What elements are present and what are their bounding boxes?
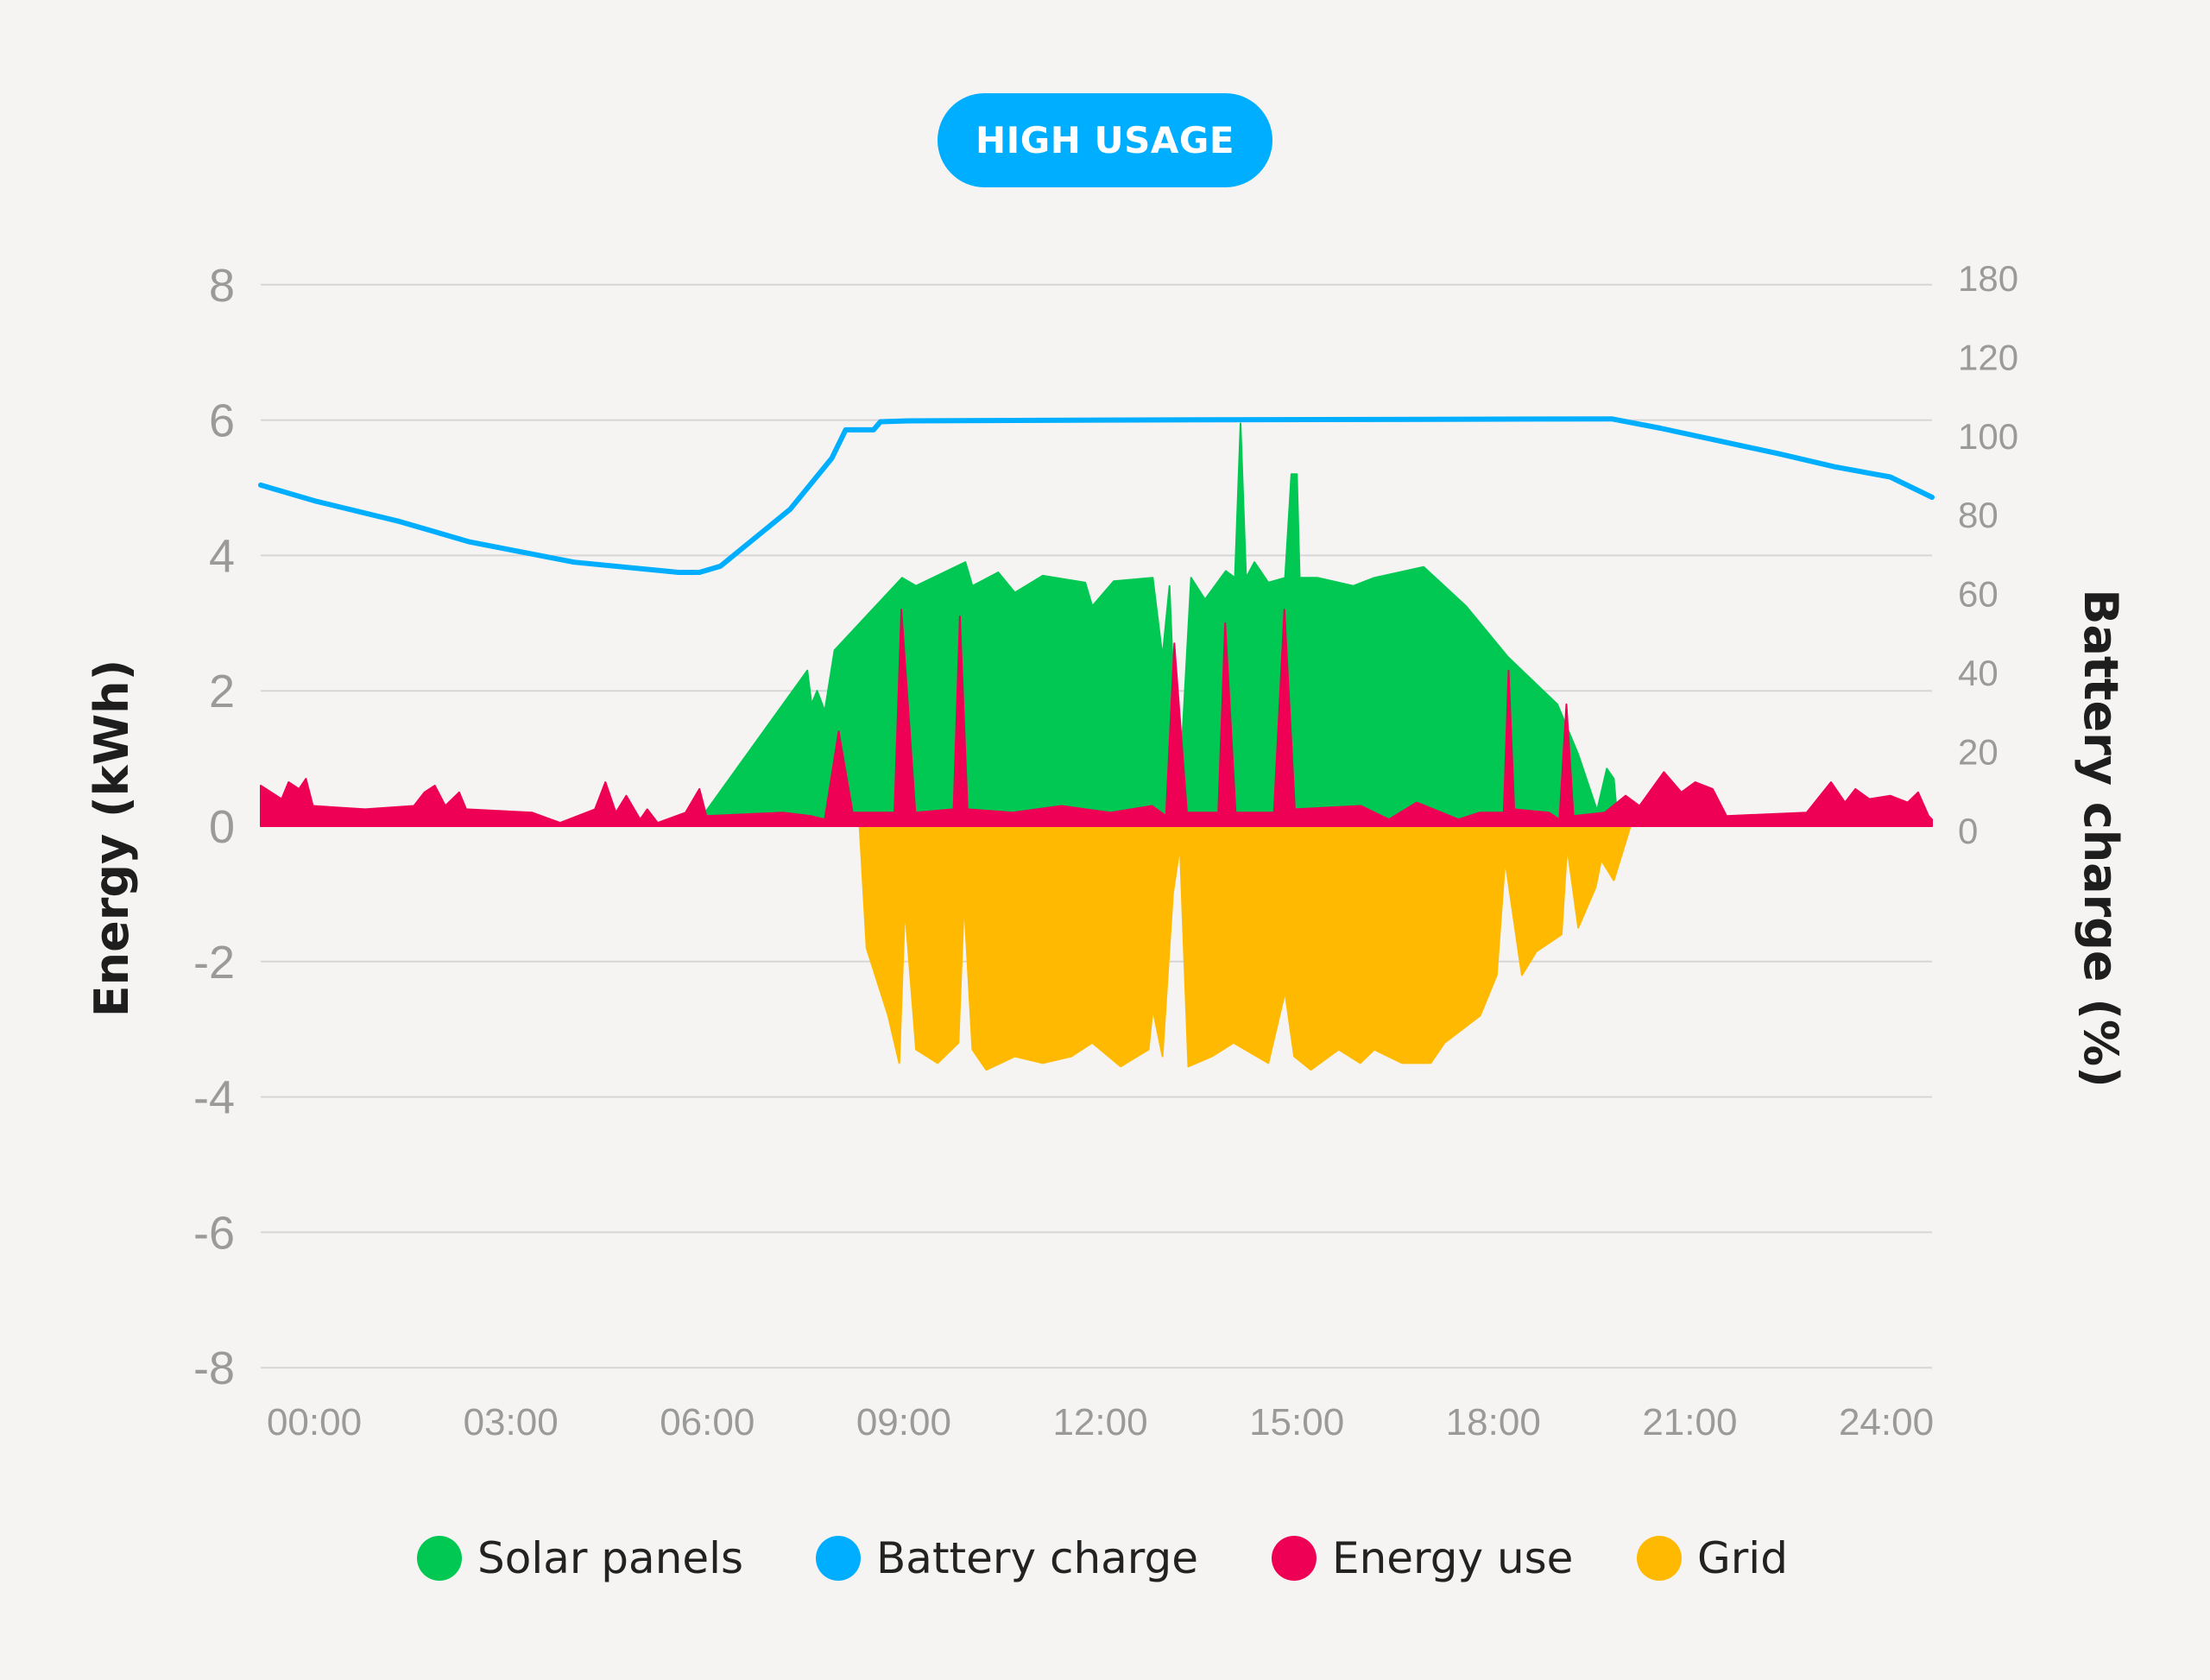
x-tick-label: 03:00 [464, 1401, 559, 1443]
solar-swatch [417, 1536, 462, 1581]
y-tick-label: -8 [193, 1342, 235, 1394]
y-tick-label: -2 [193, 937, 235, 988]
battery-charge-line [258, 416, 1935, 575]
energy-use-area [260, 609, 1933, 827]
y-tick-label: -4 [193, 1072, 235, 1124]
legend-item-grid: Grid [1637, 1528, 1788, 1588]
legend-item-solar: Solar panels [417, 1528, 743, 1588]
y-tick-label: 2 [209, 666, 235, 717]
x-tick-label: 21:00 [1642, 1401, 1737, 1443]
y-tick-label: 6 [209, 395, 235, 447]
y2-tick-label: 40 [1958, 653, 1998, 693]
legend: Solar panels Battery charge Energy use G… [0, 1528, 2210, 1588]
y-tick-label: -6 [193, 1207, 235, 1259]
x-tick-label: 06:00 [660, 1401, 755, 1443]
y2-tick-label: 120 [1958, 337, 2018, 377]
y-axis-title: Energy (kWh) [85, 660, 139, 1018]
x-tick-label: 24:00 [1839, 1401, 1934, 1443]
energy-use-swatch [1272, 1536, 1317, 1581]
y2-tick-label: 0 [1958, 811, 1978, 851]
x-tick-label: 15:00 [1249, 1401, 1344, 1443]
y2-tick-label: 100 [1958, 416, 2018, 457]
legend-label: Solar panels [477, 1533, 744, 1583]
y2-tick-label: 60 [1958, 574, 1998, 615]
legend-label: Grid [1697, 1533, 1788, 1583]
legend-item-battery: Battery charge [816, 1528, 1198, 1588]
y-tick-label: 0 [209, 801, 235, 853]
y-tick-label: 4 [209, 530, 235, 582]
x-tick-label: 18:00 [1446, 1401, 1541, 1443]
x-tick-label: 12:00 [1052, 1401, 1147, 1443]
y-tick-label: 8 [209, 260, 235, 312]
x-tick-label: 00:00 [267, 1401, 362, 1443]
y2-axis-title: Battery charge (%) [2074, 589, 2128, 1088]
grid-area [858, 825, 1632, 1071]
solar-panels-area [704, 422, 1620, 827]
y2-tick-label: 180 [1958, 258, 2018, 299]
high-usage-badge[interactable]: HIGH USAGE [938, 93, 1272, 187]
legend-label: Battery charge [876, 1533, 1198, 1583]
y2-tick-label: 80 [1958, 495, 1998, 535]
grid-swatch [1637, 1536, 1682, 1581]
battery-swatch [816, 1536, 861, 1581]
x-tick-label: 09:00 [856, 1401, 951, 1443]
legend-label: Energy use [1332, 1533, 1574, 1583]
y2-tick-label: 20 [1958, 731, 1998, 772]
legend-item-energy-use: Energy use [1272, 1528, 1573, 1588]
